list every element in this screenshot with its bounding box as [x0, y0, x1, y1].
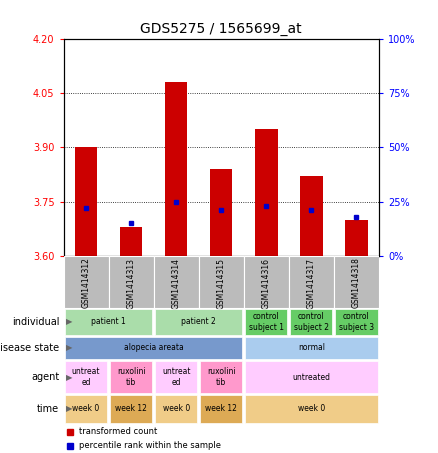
- Bar: [154, 256, 199, 308]
- Text: control
subject 3: control subject 3: [339, 312, 374, 332]
- Bar: [65, 337, 242, 359]
- Text: individual: individual: [12, 317, 59, 327]
- Title: GDS5275 / 1565699_at: GDS5275 / 1565699_at: [140, 22, 302, 36]
- Text: transformed count: transformed count: [79, 427, 158, 436]
- Text: GSM1414315: GSM1414315: [217, 257, 226, 308]
- Bar: [199, 256, 244, 308]
- Text: disease state: disease state: [0, 343, 59, 353]
- Text: week 0: week 0: [298, 405, 325, 414]
- Bar: [65, 361, 107, 393]
- Text: alopecia areata: alopecia areata: [124, 343, 184, 352]
- Bar: [65, 309, 152, 335]
- Bar: [255, 129, 278, 256]
- Text: untreat
ed: untreat ed: [72, 367, 100, 387]
- Text: GSM1414317: GSM1414317: [307, 257, 316, 308]
- Bar: [345, 220, 367, 256]
- Bar: [335, 309, 378, 335]
- Text: week 0: week 0: [72, 405, 100, 414]
- Bar: [64, 256, 109, 308]
- Text: ▶: ▶: [66, 343, 72, 352]
- Text: ruxolini
tib: ruxolini tib: [207, 367, 236, 387]
- Bar: [245, 361, 378, 393]
- Bar: [110, 395, 152, 423]
- Bar: [334, 256, 379, 308]
- Text: week 12: week 12: [205, 405, 237, 414]
- Text: week 0: week 0: [162, 405, 190, 414]
- Text: GSM1414316: GSM1414316: [262, 257, 271, 308]
- Text: week 12: week 12: [115, 405, 147, 414]
- Text: agent: agent: [31, 372, 59, 382]
- Bar: [155, 309, 242, 335]
- Bar: [200, 395, 242, 423]
- Text: percentile rank within the sample: percentile rank within the sample: [79, 441, 221, 450]
- Bar: [120, 227, 142, 256]
- Text: patient 1: patient 1: [91, 318, 126, 327]
- Bar: [210, 169, 233, 256]
- Bar: [245, 337, 378, 359]
- Bar: [155, 395, 197, 423]
- Text: GSM1414314: GSM1414314: [172, 257, 180, 308]
- Text: control
subject 2: control subject 2: [294, 312, 329, 332]
- Bar: [165, 82, 187, 256]
- Bar: [109, 256, 154, 308]
- Bar: [110, 361, 152, 393]
- Text: time: time: [37, 404, 59, 414]
- Bar: [200, 361, 242, 393]
- Text: ▶: ▶: [66, 405, 72, 414]
- Text: ▶: ▶: [66, 372, 72, 381]
- Text: ▶: ▶: [66, 318, 72, 327]
- Text: GSM1414318: GSM1414318: [352, 257, 361, 308]
- Text: untreat
ed: untreat ed: [162, 367, 191, 387]
- Text: patient 2: patient 2: [181, 318, 216, 327]
- Bar: [244, 256, 289, 308]
- Text: ruxolini
tib: ruxolini tib: [117, 367, 145, 387]
- Bar: [289, 256, 334, 308]
- Bar: [65, 395, 107, 423]
- Bar: [245, 309, 287, 335]
- Bar: [75, 147, 97, 256]
- Text: GSM1414313: GSM1414313: [127, 257, 136, 308]
- Text: normal: normal: [298, 343, 325, 352]
- Bar: [300, 176, 322, 256]
- Bar: [245, 395, 378, 423]
- Text: untreated: untreated: [292, 372, 330, 381]
- Bar: [155, 361, 197, 393]
- Text: control
subject 1: control subject 1: [249, 312, 284, 332]
- Bar: [290, 309, 332, 335]
- Text: GSM1414312: GSM1414312: [81, 257, 91, 308]
